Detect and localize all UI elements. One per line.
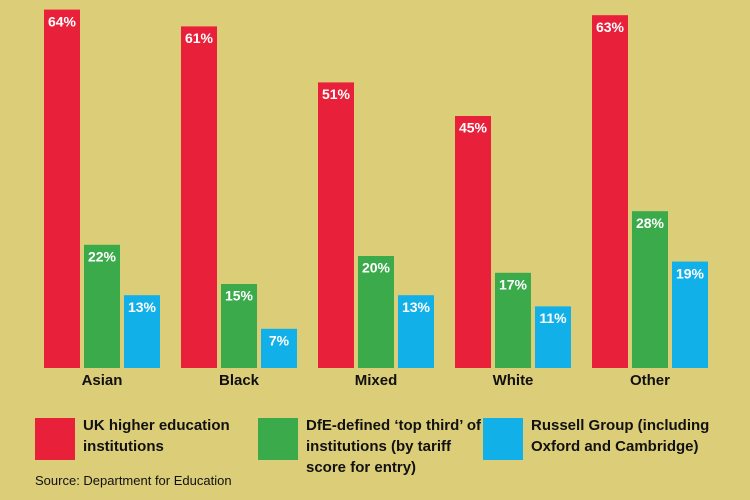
value-label: 7% [269, 333, 290, 349]
value-label: 28% [636, 215, 665, 231]
bar [592, 15, 628, 368]
source: Source: Department for Education [35, 473, 232, 488]
value-label: 13% [128, 299, 157, 315]
legend-label: Russell Group (including Oxford and Camb… [531, 417, 710, 455]
legend-swatch [483, 418, 523, 460]
bar [181, 26, 217, 369]
x-tick-label: White [493, 372, 534, 389]
value-label: 11% [539, 310, 567, 326]
value-label: 20% [362, 260, 391, 276]
x-tick-label: Asian [82, 372, 123, 389]
value-label: 61% [185, 30, 214, 46]
value-label: 63% [596, 19, 625, 35]
bar [124, 295, 160, 368]
bar [632, 211, 668, 368]
bar [398, 295, 434, 368]
bar [44, 9, 80, 368]
plot: Asian 64% 22% 13% Black 61% 15% 7% Mixed 51% 20% 13… [44, 9, 708, 389]
bar [495, 272, 531, 368]
legend-label: DfE-defined ‘top third’ of institutions … [306, 417, 481, 476]
x-tick-label: Black [219, 372, 260, 389]
legend-swatch [35, 418, 75, 460]
bar [672, 261, 708, 368]
x-tick-label: Mixed [355, 372, 398, 389]
x-tick-label: Other [630, 372, 670, 389]
bar [261, 328, 297, 368]
bar [318, 82, 354, 369]
value-label: 51% [322, 86, 351, 102]
value-label: 17% [499, 277, 528, 293]
value-label: 19% [676, 265, 705, 281]
legend-swatch [258, 418, 298, 460]
bar [221, 284, 257, 368]
value-label: 64% [48, 13, 77, 29]
bar [84, 244, 120, 368]
legend-label: UK higher education institutions [83, 417, 230, 455]
bar [535, 306, 571, 368]
value-label: 15% [225, 288, 254, 304]
bar [358, 256, 394, 368]
value-label: 22% [88, 249, 117, 265]
value-label: 13% [402, 299, 431, 315]
bar [455, 116, 491, 368]
value-label: 45% [459, 120, 488, 136]
